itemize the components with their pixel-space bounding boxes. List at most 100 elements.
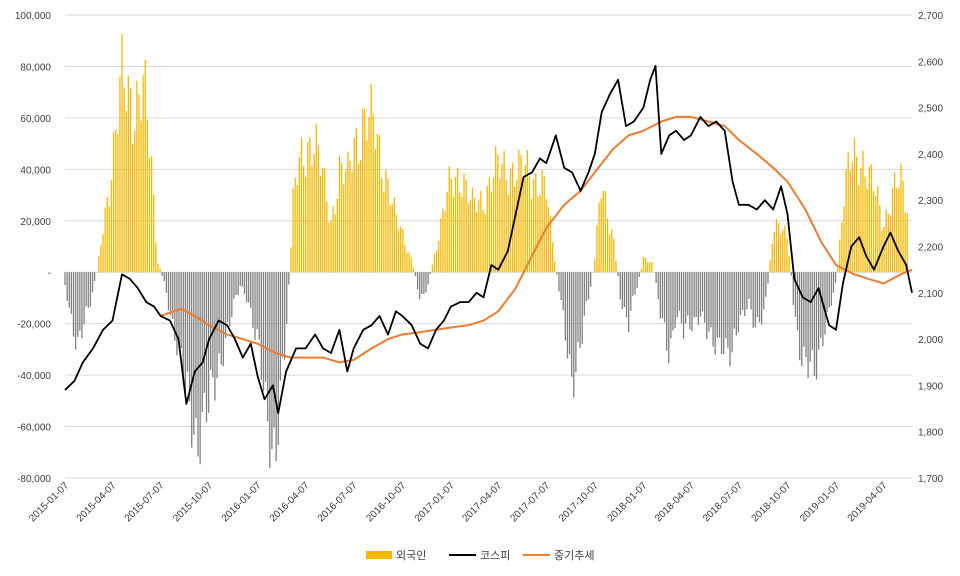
- bar-foreign: [644, 257, 647, 273]
- bar-foreign: [351, 171, 353, 273]
- bar-foreign: [630, 272, 632, 311]
- bar-foreign: [904, 212, 906, 273]
- x-tick-label: 2015-07-07: [123, 480, 167, 524]
- left-tick-label: -80,000: [17, 474, 51, 485]
- bar-foreign: [486, 186, 488, 273]
- bar-foreign: [307, 142, 309, 273]
- bar-foreign: [600, 198, 602, 273]
- bar-foreign: [381, 178, 383, 273]
- bar-foreign: [193, 272, 195, 435]
- bar-foreign: [112, 132, 115, 273]
- bar-foreign: [689, 272, 691, 330]
- bar-foreign: [440, 218, 442, 273]
- bar-foreign: [712, 272, 714, 347]
- bar-foreign: [235, 272, 237, 295]
- bar-foreign: [463, 173, 465, 273]
- bar-foreign: [212, 272, 214, 378]
- bar-foreign: [66, 272, 68, 301]
- bar-foreign: [811, 272, 813, 350]
- bar-foreign: [241, 272, 244, 287]
- bar-foreign: [739, 272, 742, 316]
- bar-foreign: [530, 198, 533, 273]
- bar-foreign: [566, 272, 569, 359]
- bar-foreign: [286, 272, 288, 324]
- bar-foreign: [457, 168, 459, 273]
- bar-foreign: [245, 272, 248, 303]
- bar-foreign: [300, 137, 303, 273]
- bar-foreign: [254, 272, 256, 341]
- bar-foreign: [541, 170, 543, 273]
- bar-foreign: [602, 190, 604, 273]
- bar-foreign: [678, 272, 680, 311]
- bar-foreign: [788, 256, 790, 273]
- bar-foreign: [693, 272, 695, 318]
- bar-foreign: [252, 272, 254, 328]
- bar-foreign: [596, 225, 598, 273]
- x-tick-label: 2016-07-07: [316, 480, 360, 524]
- right-tick-label: 1,900: [918, 381, 943, 392]
- x-tick-label: 2017-10-07: [557, 480, 601, 524]
- bar-foreign: [729, 272, 731, 367]
- bar-foreign: [796, 272, 799, 331]
- bar-foreign: [131, 143, 134, 273]
- bar-foreign: [507, 194, 509, 273]
- bar-foreign: [522, 178, 524, 273]
- bar-foreign: [427, 272, 429, 285]
- bar-foreign: [233, 272, 235, 299]
- bar-foreign: [891, 187, 894, 273]
- bar-foreign: [378, 134, 381, 273]
- bar-foreign: [830, 272, 832, 306]
- bar-foreign: [425, 272, 427, 293]
- bar-foreign: [448, 166, 450, 273]
- bar-foreign: [288, 272, 290, 285]
- bar-foreign: [74, 272, 77, 350]
- bar-foreign: [134, 130, 136, 273]
- bar-foreign: [813, 272, 816, 376]
- bar-foreign: [874, 195, 877, 273]
- bar-foreign: [385, 169, 387, 273]
- left-tick-label: -40,000: [17, 371, 51, 382]
- bar-foreign: [96, 271, 98, 273]
- bar-foreign: [592, 272, 594, 273]
- x-axis: 2015-01-07 2015-04-07 2015-07-07 2015-10-07…: [27, 480, 890, 524]
- bar-foreign: [704, 272, 706, 323]
- bar-foreign: [858, 185, 860, 273]
- bar-foreign: [824, 272, 826, 335]
- bar-foreign: [144, 59, 146, 273]
- legend-swatch-foreign: [366, 551, 392, 559]
- bar-foreign: [744, 272, 746, 317]
- bar-foreign: [275, 272, 277, 462]
- bar-foreign: [476, 212, 478, 273]
- bar-foreign: [243, 272, 246, 294]
- x-tick-label: 2019-01-07: [798, 480, 842, 524]
- bar-foreign: [186, 272, 189, 372]
- left-tick-label: 40,000: [20, 165, 51, 176]
- bar-foreign: [832, 272, 835, 293]
- bar-foreign: [528, 176, 531, 273]
- bar-foreign: [222, 272, 225, 367]
- bar-foreign: [210, 272, 212, 370]
- x-tick-label: 2015-10-07: [171, 480, 215, 524]
- bar-foreign: [663, 272, 666, 323]
- bar-foreign: [805, 272, 807, 358]
- bar-foreign: [174, 272, 176, 341]
- bar-foreign: [877, 186, 879, 273]
- bar-foreign: [845, 169, 847, 273]
- bar-foreign: [488, 177, 490, 273]
- bar-foreign: [454, 177, 457, 273]
- bar-foreign: [817, 272, 820, 350]
- bar-foreign: [226, 272, 229, 323]
- bar-foreign: [896, 188, 898, 273]
- bar-foreign: [239, 272, 241, 286]
- bar-foreign: [765, 272, 767, 297]
- bar-foreign: [191, 272, 193, 448]
- bar-foreign: [237, 272, 239, 295]
- bar-foreign: [127, 75, 130, 273]
- bar-foreign: [406, 253, 408, 273]
- bar-foreign: [467, 203, 469, 273]
- bar-foreign: [178, 272, 180, 343]
- bar-foreign: [404, 244, 406, 273]
- bar-foreign: [138, 94, 140, 273]
